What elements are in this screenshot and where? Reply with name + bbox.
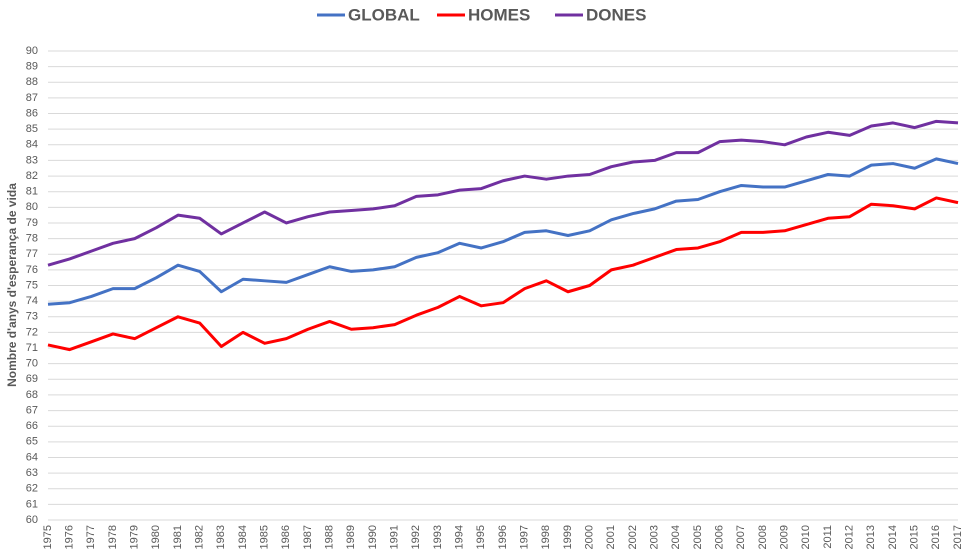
x-tick-label: 2000 [584,525,596,549]
x-tick-label: 2017 [952,525,964,549]
legend-label: DONES [586,5,646,24]
x-tick-label: 1976 [64,525,76,549]
x-tick-label: 2008 [757,525,769,549]
series-line [47,196,959,352]
x-tick-label: 2004 [670,525,682,549]
x-tick-label: 2013 [865,525,877,549]
x-tick-label: 1991 [389,525,401,549]
x-tick-label: 2010 [800,525,812,549]
legend-label: GLOBAL [348,5,420,24]
y-tick-label: 67 [26,404,38,416]
x-tick-label: 1999 [562,525,574,549]
x-tick-label: 2001 [605,525,617,549]
y-tick-label: 79 [26,217,38,229]
y-tick-label: 85 [26,123,38,135]
x-tick-label: 2015 [909,525,921,549]
y-tick-label: 75 [26,279,38,291]
x-tick-label: 2012 [844,525,856,549]
y-tick-label: 65 [26,436,38,448]
x-tick-label: 1990 [367,525,379,549]
x-tick-label: 1998 [540,525,552,549]
y-tick-label: 81 [26,186,38,198]
x-tick-label: 1995 [475,525,487,549]
x-tick-label: 2002 [627,525,639,549]
y-tick-label: 72 [26,326,38,338]
y-tick-label: 62 [26,483,38,495]
y-tick-label: 71 [26,342,38,354]
x-tick-label: 1986 [280,525,292,549]
y-tick-label: 61 [26,498,38,510]
y-tick-label: 89 [26,61,38,73]
x-tick-label: 1978 [107,525,119,549]
y-tick-label: 76 [26,264,38,276]
x-tick-label: 1989 [345,525,357,549]
x-tick-label: 1987 [302,525,314,549]
x-tick-label: 1992 [410,525,422,549]
y-axis-title: Nombre d'anys d'esperança de vida [5,183,19,387]
x-tick-label: 2014 [887,525,899,549]
y-tick-label: 63 [26,467,38,479]
y-tick-label: 87 [26,92,38,104]
x-tick-label: 1993 [432,525,444,549]
x-tick-label: 1980 [150,525,162,549]
x-tick-label: 2016 [930,525,942,549]
y-tick-label: 86 [26,107,38,119]
x-tick-label: 1985 [259,525,271,549]
y-tick-label: 88 [26,76,38,88]
x-tick-label: 1988 [324,525,336,549]
y-tick-label: 82 [26,170,38,182]
x-tick-label: 1979 [129,525,141,549]
x-tick-label: 2005 [692,525,704,549]
y-tick-label: 74 [26,295,38,307]
y-tick-label: 73 [26,311,38,323]
x-tick-label: 1983 [215,525,227,549]
series-line [47,157,959,306]
y-tick-label: 90 [26,45,38,57]
y-tick-label: 70 [26,358,38,370]
y-tick-label: 80 [26,201,38,213]
y-tick-label: 64 [26,451,38,463]
y-tick-label: 77 [26,248,38,260]
y-tick-label: 78 [26,233,38,245]
x-tick-label: 2003 [649,525,661,549]
y-tick-label: 66 [26,420,38,432]
x-tick-label: 2007 [735,525,747,549]
x-tick-label: 1977 [85,525,97,549]
x-tick-label: 1975 [42,525,54,549]
series-line [47,119,959,267]
y-tick-label: 68 [26,389,38,401]
x-tick-label: 1982 [194,525,206,549]
x-tick-label: 1994 [454,525,466,549]
x-tick-label: 1996 [497,525,509,549]
y-tick-label: 84 [26,139,38,151]
x-tick-label: 1984 [237,525,249,549]
x-tick-label: 2011 [822,525,834,549]
x-tick-label: 1981 [172,525,184,549]
y-tick-label: 60 [26,514,38,526]
x-tick-label: 2009 [779,525,791,549]
x-tick-label: 1997 [519,525,531,549]
y-tick-label: 69 [26,373,38,385]
legend-label: HOMES [468,5,530,24]
y-tick-label: 83 [26,154,38,166]
x-tick-label: 2006 [714,525,726,549]
